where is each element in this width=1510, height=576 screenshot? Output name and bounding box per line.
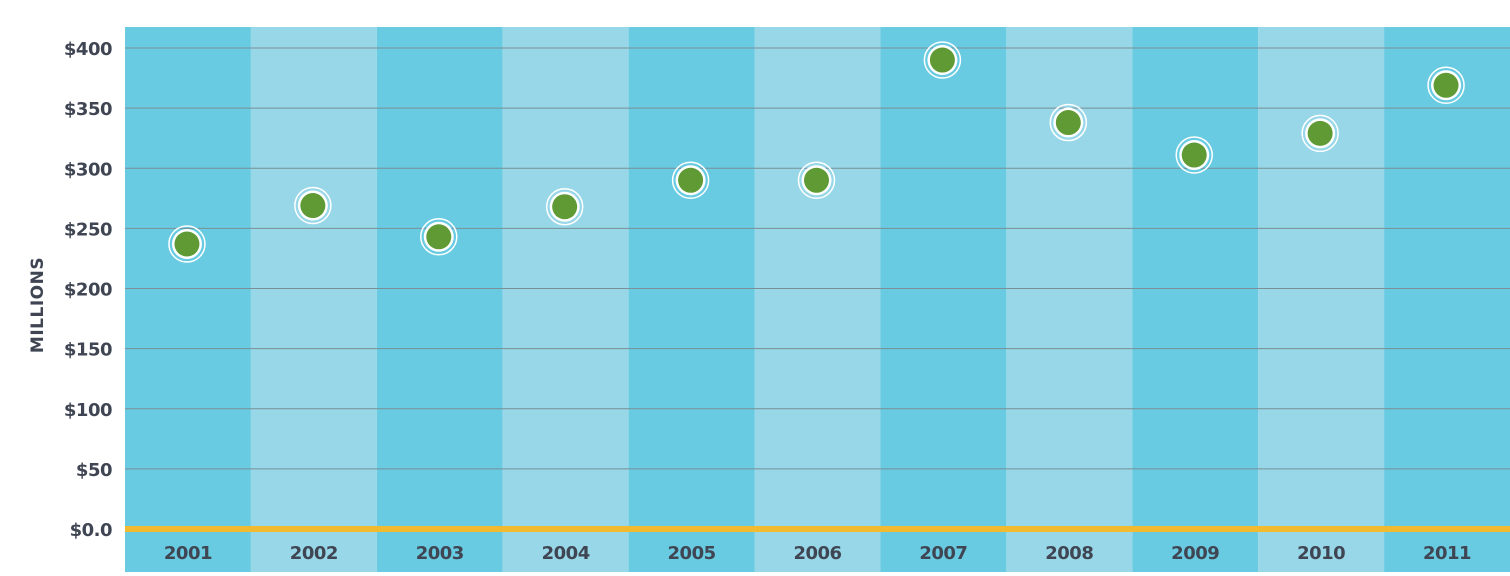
data-point-2003: [420, 218, 458, 256]
y-tick-label: $200: [64, 280, 112, 301]
y-axis-ticks: $0.0 $50 $100 $150 $200 $250 $300 $350 $400: [64, 39, 113, 541]
y-tick-label: $350: [64, 99, 112, 120]
x-tick-label-2009: 2009: [1171, 543, 1219, 564]
baseline-bar: [125, 526, 1510, 532]
data-point-2002: [294, 186, 332, 225]
x-tick-label-2011: 2011: [1423, 543, 1471, 564]
column-band-2005: [628, 27, 755, 572]
column-band-2001: [125, 27, 251, 572]
y-tick-label: $100: [64, 400, 112, 421]
y-tick-label: $150: [64, 340, 112, 361]
y-tick-label: $50: [76, 460, 112, 481]
data-point-2011: [1427, 66, 1465, 105]
data-point-2001: [168, 225, 206, 263]
x-tick-label-2007: 2007: [919, 543, 967, 564]
x-axis-categories: 2001 2002 2003 2004 2005 2006 2007 2008 2009 2010…: [164, 543, 1472, 564]
x-tick-label-2002: 2002: [290, 543, 338, 564]
x-tick-label-2008: 2008: [1045, 543, 1093, 564]
column-band-2010: [1258, 27, 1385, 572]
data-point-2007: [923, 41, 962, 79]
x-tick-label-2001: 2001: [164, 543, 212, 564]
x-tick-label-2004: 2004: [542, 543, 590, 564]
x-tick-label-2005: 2005: [668, 543, 716, 564]
column-band-2004: [502, 27, 629, 572]
data-point-2008: [1049, 103, 1088, 142]
data-point-2009: [1175, 136, 1213, 174]
x-tick-label-2010: 2010: [1297, 543, 1345, 564]
data-point-2010: [1301, 114, 1339, 153]
y-tick-label: $250: [64, 219, 112, 240]
x-tick-label-2003: 2003: [416, 543, 464, 564]
column-band-2011: [1384, 27, 1510, 572]
y-axis-title: MILLIONS: [28, 257, 48, 353]
column-band-2002: [250, 27, 377, 572]
column-bands: [125, 27, 1510, 572]
column-band-2009: [1132, 27, 1259, 572]
data-point-2006: [797, 161, 836, 200]
data-points: [168, 41, 1465, 263]
data-point-2004: [545, 187, 584, 226]
column-band-2006: [754, 27, 881, 572]
column-band-2003: [376, 27, 503, 572]
column-band-2007: [880, 27, 1007, 572]
y-tick-label: $300: [64, 159, 112, 180]
data-point-2005: [671, 161, 710, 200]
y-tick-label: $400: [64, 39, 112, 60]
baseline: [125, 526, 1510, 532]
y-tick-label: $0.0: [70, 520, 112, 541]
x-tick-label-2006: 2006: [793, 543, 841, 564]
